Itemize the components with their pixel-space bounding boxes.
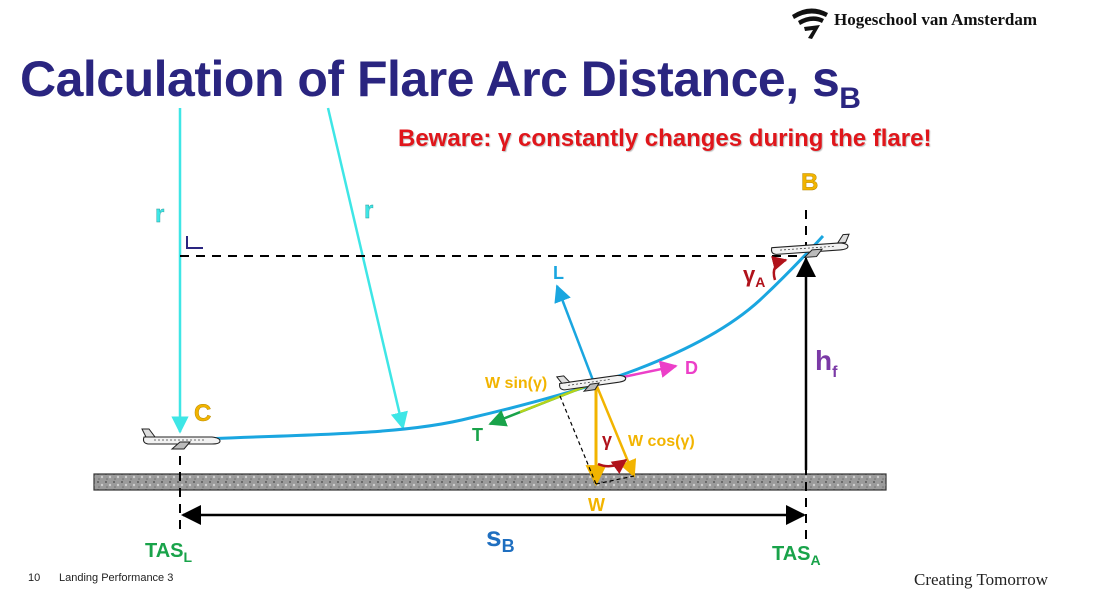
title-main: Calculation of Flare Arc Distance, s xyxy=(20,51,840,107)
gamma-angle-arc xyxy=(597,458,628,474)
runway xyxy=(93,473,887,491)
aircraft-b-icon xyxy=(770,233,850,258)
weight-parallel-label: W sin(γ) xyxy=(485,375,547,392)
lift-arrow xyxy=(554,284,596,384)
thrust-label: T xyxy=(472,425,483,445)
title-subscript: B xyxy=(839,82,861,115)
point-label-c: C xyxy=(194,400,211,427)
lift-label: L xyxy=(553,263,564,283)
radius-line-right xyxy=(326,107,408,430)
slide-number: 10 xyxy=(28,572,41,584)
hva-logo-icon xyxy=(792,8,828,39)
gamma-label: γ xyxy=(602,430,612,450)
screen-height-label: hf xyxy=(815,345,838,381)
tas-l-label: TASL xyxy=(145,540,193,565)
radius-label-left: r xyxy=(155,201,164,228)
right-angle-mark xyxy=(186,236,203,249)
gamma-a-label: γA xyxy=(743,262,765,290)
tagline: Creating Tomorrow xyxy=(914,570,1048,589)
course-title: Landing Performance 3 xyxy=(59,572,174,584)
page-title: Calculation of Flare Arc Distance, sB xyxy=(20,50,861,115)
weight-label: W xyxy=(588,495,605,515)
institution-name: Hogeschool van Amsterdam xyxy=(834,10,1038,29)
radius-label-right: r xyxy=(364,197,373,224)
weight-perpendicular-arrow xyxy=(594,383,637,478)
point-label-b: B xyxy=(801,169,818,196)
warning-text: Beware: γ constantly changes during the … xyxy=(398,125,932,152)
drag-label: D xyxy=(685,358,698,378)
weight-perpendicular-label: W cos(γ) xyxy=(628,433,695,450)
distance-label: sB xyxy=(486,521,515,556)
flight-path xyxy=(179,234,825,442)
gamma-a-angle-arc xyxy=(771,256,788,281)
aircraft-flare-icon xyxy=(555,374,627,392)
construction-line-1 xyxy=(559,395,597,485)
tas-a-label: TASA xyxy=(772,543,821,568)
aircraft-c-icon xyxy=(141,428,221,450)
